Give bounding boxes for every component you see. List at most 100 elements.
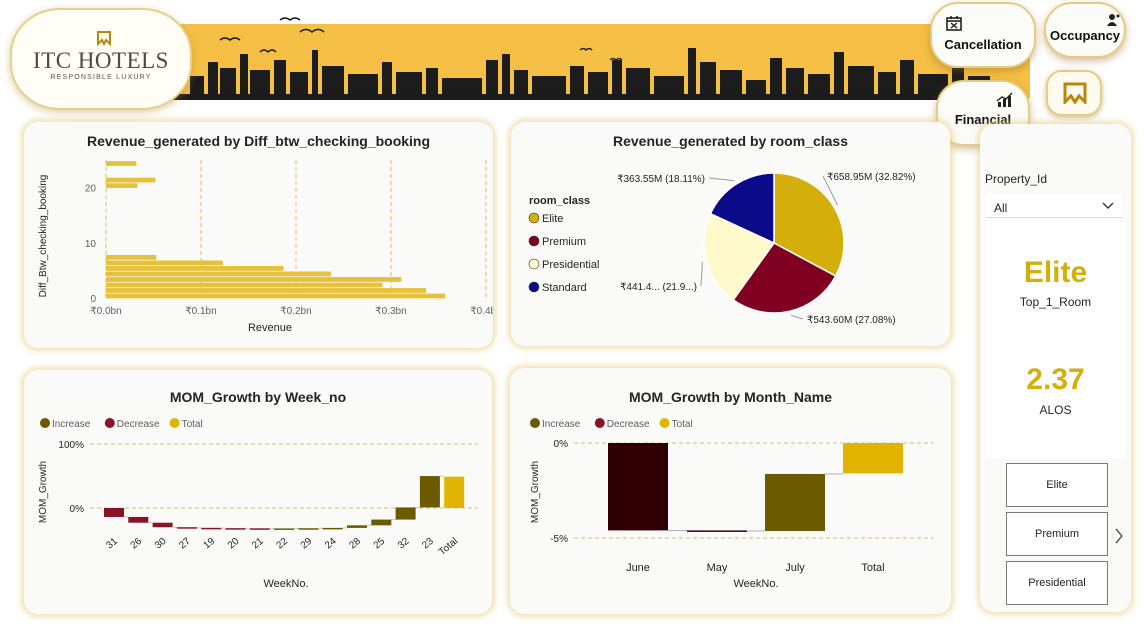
bar	[106, 183, 138, 188]
leader-line	[700, 261, 703, 287]
slicer-title: Property_Id	[985, 172, 1048, 186]
pie-slice	[773, 172, 845, 278]
x-tick-label: 25	[372, 536, 388, 552]
x-tick-label: 27	[177, 536, 193, 552]
itc-emblem-icon	[97, 31, 111, 46]
waterfall-bar	[298, 528, 319, 530]
waterfall-bar	[128, 516, 149, 523]
legend-label: Premium	[542, 236, 586, 248]
x-axis-label: WeekNo.	[733, 578, 778, 590]
alos-value: 2.37	[1026, 363, 1085, 396]
revenue-by-room-class-panel: Revenue_generated by room_class ₹658.95M…	[511, 122, 950, 346]
x-tick-label: 30	[153, 536, 169, 552]
logo-subtitle: RESPONSIBLE LUXURY	[50, 74, 152, 81]
room-button-presidential[interactable]: Presidential	[1006, 561, 1108, 605]
x-axis-label: Revenue	[248, 322, 292, 334]
revenue-by-diff-panel: Revenue_generated by Diff_btw_checking_b…	[24, 122, 493, 348]
header-ground-line	[150, 94, 1000, 100]
legend-marker	[40, 418, 50, 428]
y-tick-label: 20	[85, 184, 97, 195]
waterfall-bar	[395, 507, 416, 520]
x-tick-label: 19	[202, 536, 218, 552]
legend-marker	[659, 418, 670, 428]
x-tick-label: ₹0.2bn	[280, 306, 311, 317]
legend-label: Increase	[52, 419, 91, 430]
mom-growth-week-panel: MOM_Growth by Week_no Increase Decrease To…	[24, 370, 492, 614]
itc-emblem-icon	[1063, 82, 1087, 104]
room-button-elite[interactable]: Elite	[1006, 463, 1108, 507]
itc-hotels-logo: ITC HOTELS RESPONSIBLE LUXURY	[10, 8, 192, 110]
x-tick-label: ₹0.1bn	[185, 306, 216, 317]
bar	[106, 161, 137, 166]
y-tick-label: 100%	[58, 440, 84, 451]
mom-growth-month-panel: MOM_Growth by Month_Name Increase Decreas…	[510, 368, 951, 614]
legend-marker	[528, 212, 540, 224]
alos-label: ALOS	[1039, 403, 1072, 417]
cancellation-label: Cancellation	[944, 37, 1022, 52]
y-axis-label: Diff_Btw_checking_booking	[38, 175, 49, 298]
legend-label: Decrease	[117, 419, 160, 430]
x-tick-label: ₹0.3bn	[375, 306, 406, 317]
y-axis-label: MOM_Growth	[38, 461, 49, 523]
bar	[106, 277, 402, 282]
legend-label: Increase	[542, 419, 581, 430]
y-tick-label: 0	[90, 294, 96, 305]
legend-marker	[104, 418, 115, 428]
waterfall-bar	[419, 476, 440, 508]
financial-label: Financial	[954, 112, 1012, 127]
room-button-premium[interactable]: Premium	[1006, 512, 1108, 556]
waterfall-bar	[104, 508, 124, 517]
chevron-right-icon[interactable]	[1114, 528, 1124, 544]
waterfall-bar	[444, 476, 465, 508]
legend-marker	[530, 418, 540, 428]
waterfall-bar	[225, 528, 246, 530]
y-tick-label: 10	[85, 239, 97, 250]
x-tick-label: ₹0.0bn	[90, 306, 121, 317]
chevron-down-icon	[1102, 202, 1114, 209]
waterfall-bar	[152, 522, 173, 528]
waterfall-bar	[843, 443, 903, 474]
bar	[106, 293, 446, 299]
legend-marker	[528, 281, 540, 293]
bar	[106, 288, 427, 293]
kpi-cards: Elite Top_1_Room 2.37 ALOS	[980, 250, 1131, 450]
chart-title: MOM_Growth by Month_Name	[628, 389, 832, 405]
x-tick-label: 31	[104, 536, 120, 552]
x-tick-label: 22	[274, 536, 290, 552]
x-tick-label: ₹0.4bn	[470, 306, 493, 317]
y-tick-label: 0%	[554, 439, 569, 450]
occupancy-label: Occupancy	[1049, 28, 1121, 43]
leader-line	[822, 175, 838, 206]
home-logo-button[interactable]	[1046, 70, 1102, 116]
bar	[106, 271, 332, 277]
legend-label: Elite	[542, 213, 563, 225]
x-tick-label: 32	[396, 536, 412, 552]
x-tick-label: Total	[437, 536, 460, 558]
waterfall-bar	[347, 525, 367, 528]
occupancy-nav-button[interactable]: Occupancy	[1044, 2, 1126, 58]
property-id-dropdown[interactable]: All	[986, 194, 1122, 218]
mom-growth-month-waterfall-chart[interactable]: Increase Decrease Total 0% -5% June May July Tot…	[510, 368, 951, 614]
x-tick-label: 28	[347, 536, 363, 552]
revenue-by-diff-bar-chart[interactable]: ₹0.0bn ₹0.1bn ₹0.2bn ₹0.3bn ₹0.4bn 0 10 20 Reve…	[24, 122, 493, 348]
dropdown-value: All	[994, 201, 1008, 215]
pie-slice	[709, 172, 775, 245]
legend-label: Total	[672, 419, 693, 430]
revenue-by-room-class-pie-chart[interactable]: ₹658.95M (32.82%) ₹543.60M (27.08%) ₹441.4…	[511, 122, 950, 346]
waterfall-bar	[249, 528, 270, 530]
mom-growth-week-waterfall-chart[interactable]: Increase Decrease Total 100% 0% 31 26 30 27 19 20 2…	[24, 370, 492, 614]
pie-slice	[732, 242, 837, 314]
legend-label: Total	[182, 419, 203, 430]
waterfall-bar	[687, 530, 747, 532]
waterfall-bar	[274, 528, 295, 530]
y-tick-label: -5%	[550, 534, 568, 545]
legend-label: Decrease	[607, 419, 650, 430]
chart-title: Revenue_generated by Diff_btw_checking_b…	[86, 133, 431, 149]
city-skyline-illustration	[190, 17, 990, 96]
cancellation-nav-button[interactable]: Cancellation	[930, 2, 1036, 68]
waterfall-bar	[322, 527, 343, 530]
legend-marker	[528, 258, 540, 270]
x-tick-label: July	[785, 562, 805, 574]
bar	[106, 254, 157, 260]
y-tick-label: 0%	[70, 504, 85, 515]
